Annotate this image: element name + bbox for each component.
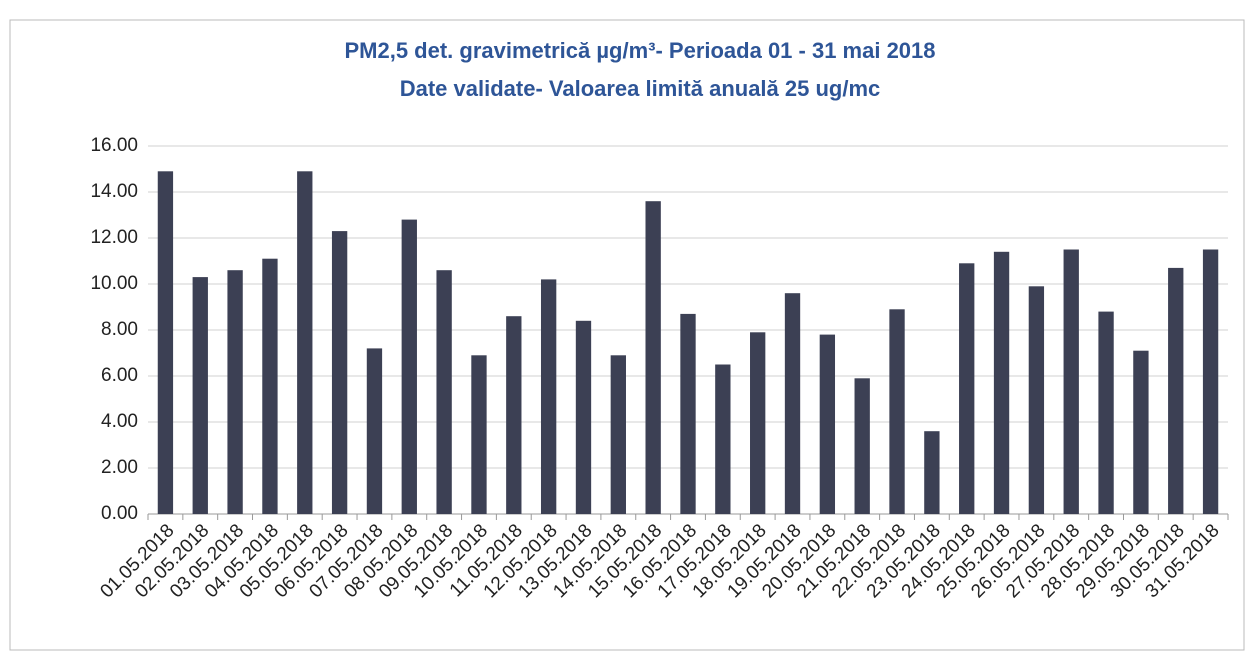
bar: [297, 171, 313, 515]
bar: [331, 231, 348, 514]
chart-title: PM2,5 det. gravimetrică µg/m³- Perioada …: [344, 38, 935, 63]
bar: [540, 279, 557, 514]
bar: [924, 431, 940, 514]
bar: [227, 270, 243, 514]
bar: [192, 277, 208, 514]
bar: [784, 293, 801, 514]
y-tick-label: 2.00: [101, 457, 138, 478]
bar: [645, 201, 661, 514]
bar: [750, 332, 766, 514]
bar: [262, 258, 278, 514]
bar: [471, 355, 487, 514]
bar: [506, 316, 522, 514]
bar: [366, 348, 383, 514]
bar: [610, 355, 626, 514]
bar: [959, 263, 975, 514]
bar: [1168, 267, 1184, 514]
bar: [715, 364, 731, 514]
bar: [819, 334, 836, 514]
bar: [401, 219, 417, 514]
y-tick-label: 12.00: [90, 227, 138, 248]
bar: [1098, 311, 1114, 514]
y-tick-label: 16.00: [90, 135, 138, 156]
y-tick-label: 0.00: [101, 503, 138, 524]
y-tick-label: 14.00: [90, 181, 138, 202]
y-tick-label: 8.00: [101, 319, 138, 340]
bar: [680, 313, 696, 514]
bar: [993, 251, 1010, 515]
y-tick-label: 6.00: [101, 365, 138, 386]
y-tick-label: 10.00: [90, 273, 138, 294]
y-tick-label: 4.00: [101, 411, 138, 432]
bar: [1202, 249, 1219, 514]
bar: [1063, 249, 1079, 514]
bar: [157, 171, 174, 515]
bar: [1133, 350, 1149, 514]
bar: [436, 270, 452, 514]
bar: [854, 378, 870, 514]
bar: [575, 320, 592, 514]
bar: [889, 309, 905, 514]
bar: [1028, 286, 1045, 514]
chart-subtitle: Date validate- Valoarea limită anuală 25…: [400, 76, 881, 101]
